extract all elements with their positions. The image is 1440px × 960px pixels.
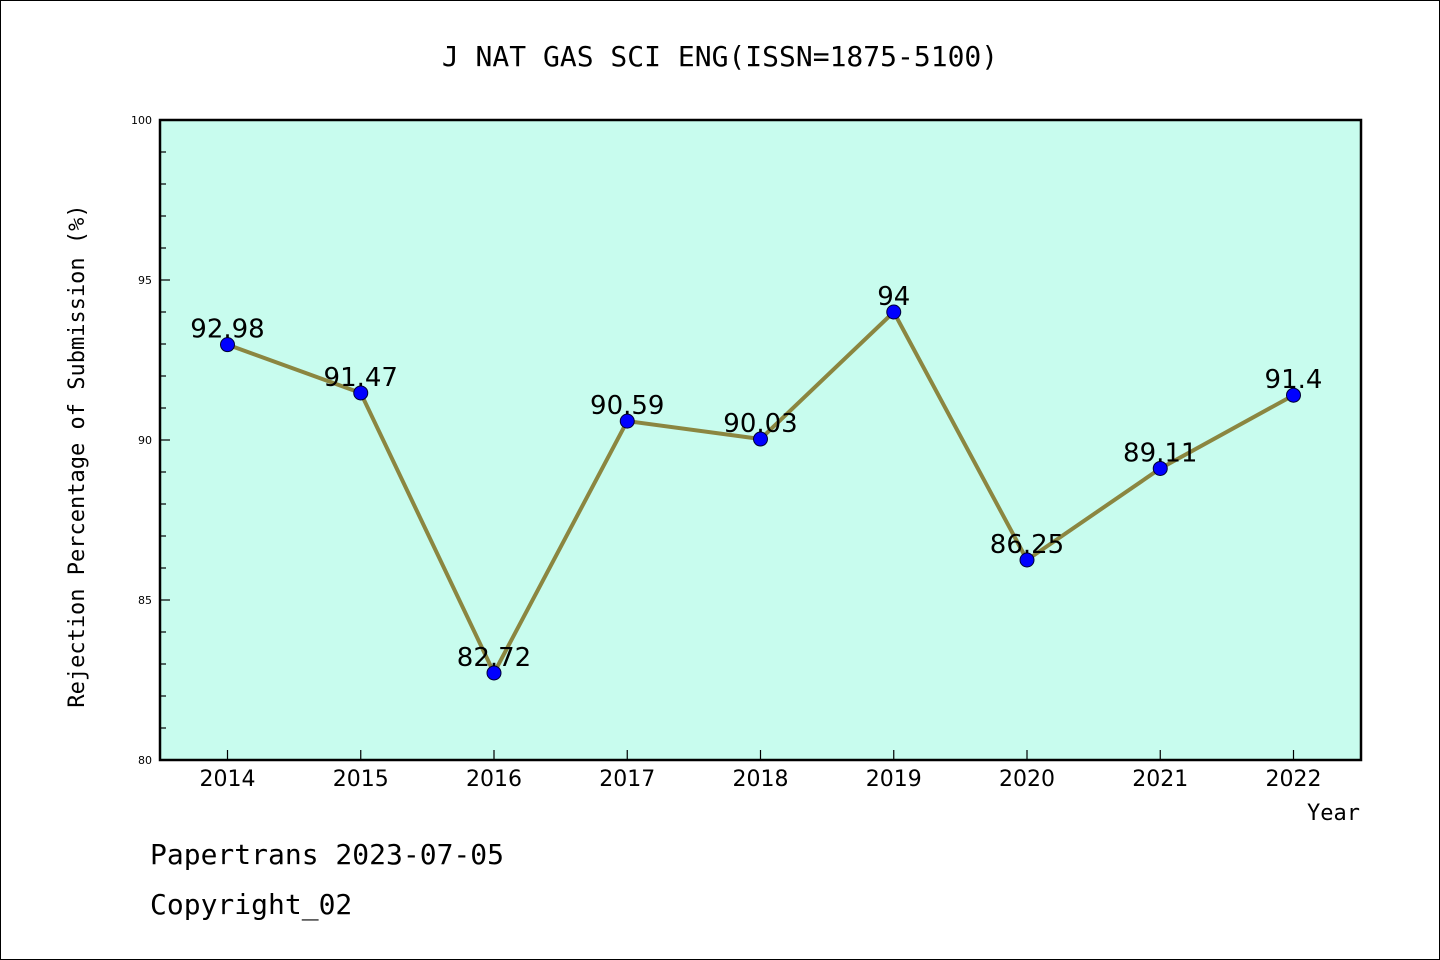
- x-tick-label: 2015: [333, 767, 389, 792]
- data-label: 92.98: [190, 315, 264, 345]
- x-tick-label: 2014: [200, 767, 256, 792]
- data-point: [753, 431, 768, 447]
- data-point: [486, 665, 502, 681]
- y-axis-label: Rejection Percentage of Submission (%): [65, 204, 90, 707]
- y-tick-label: 85: [138, 594, 152, 607]
- data-label: 89.11: [1123, 438, 1197, 468]
- data-point: [353, 385, 369, 401]
- footer-copyright: Copyright_02: [150, 888, 352, 922]
- y-tick-label: 100: [131, 114, 152, 127]
- data-point: [619, 413, 635, 429]
- data-label: 82.72: [457, 643, 531, 673]
- x-axis-label: Year: [1307, 801, 1360, 826]
- x-tick-label: 2019: [866, 767, 922, 792]
- plot-border: [158, 118, 1363, 762]
- x-axis: 2014 2015 2016 2017 2018 2019 2020 2021 2022: [200, 750, 1322, 792]
- x-tick-label: 2018: [733, 767, 789, 792]
- data-label: 90.59: [590, 391, 664, 421]
- data-labels: 92.98 91.47 82.72 90.59 90.03 94 86.25 89.11 91.…: [190, 282, 1322, 673]
- x-tick-label: 2021: [1132, 767, 1188, 792]
- data-point: [220, 337, 235, 353]
- y-tick-label: 80: [138, 754, 152, 767]
- chart-title: J NAT GAS SCI ENG(ISSN=1875-5100): [442, 40, 998, 73]
- data-label: 91.47: [324, 363, 398, 393]
- x-tick-label: 2016: [466, 767, 522, 792]
- data-points: [220, 304, 1301, 681]
- y-tick-label: 90: [138, 434, 152, 447]
- x-tick-label: 2022: [1266, 767, 1322, 792]
- data-label: 90.03: [723, 409, 797, 439]
- data-label: 94: [877, 282, 910, 312]
- x-tick-label: 2017: [599, 767, 655, 792]
- data-point: [1286, 387, 1301, 403]
- y-tick-label: 95: [138, 274, 152, 287]
- data-point: [1019, 552, 1035, 568]
- data-label: 86.25: [990, 530, 1064, 560]
- data-point: [886, 304, 902, 320]
- footer-date: Papertrans 2023-07-05: [150, 838, 504, 871]
- data-label: 91.4: [1265, 365, 1323, 395]
- data-point: [1152, 460, 1168, 476]
- x-tick-label: 2020: [999, 767, 1055, 792]
